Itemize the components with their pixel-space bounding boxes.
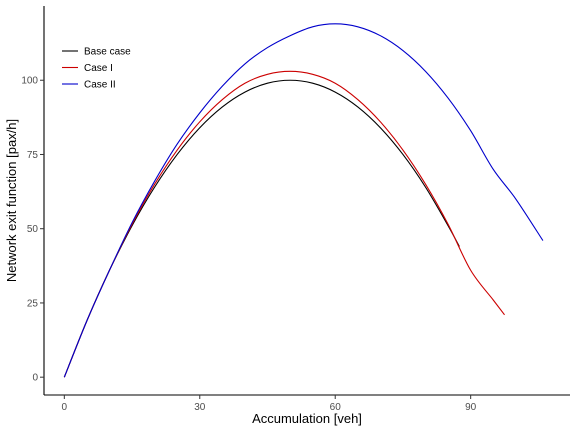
y-axis-label: Network exit function [pax/h] <box>4 119 19 282</box>
series-line-3 <box>63 23 544 378</box>
legend-label-3: Case II <box>84 80 116 91</box>
y-tick-label: 0 <box>32 373 38 384</box>
series-line-1 <box>63 79 460 378</box>
axes: 0 30 60 90 0 25 50 75 100 <box>21 6 570 413</box>
x-tick-label: 60 <box>330 402 342 413</box>
x-axis-label: Accumulation [veh] <box>252 411 362 426</box>
plot-lines <box>63 23 544 378</box>
y-tick-label: 75 <box>27 150 39 161</box>
y-tick-label: 100 <box>21 76 38 87</box>
y-tick-label: 50 <box>27 224 39 235</box>
x-tick-label: 90 <box>465 402 477 413</box>
x-tick-label: 0 <box>62 402 68 413</box>
legend-label-2: Case I <box>84 63 113 74</box>
series-line-2 <box>63 70 505 378</box>
y-tick-label: 25 <box>27 298 39 309</box>
legend-label-1: Base case <box>84 47 131 58</box>
x-tick-label: 30 <box>194 402 206 413</box>
legend: Base case Case I Case II <box>62 47 131 91</box>
